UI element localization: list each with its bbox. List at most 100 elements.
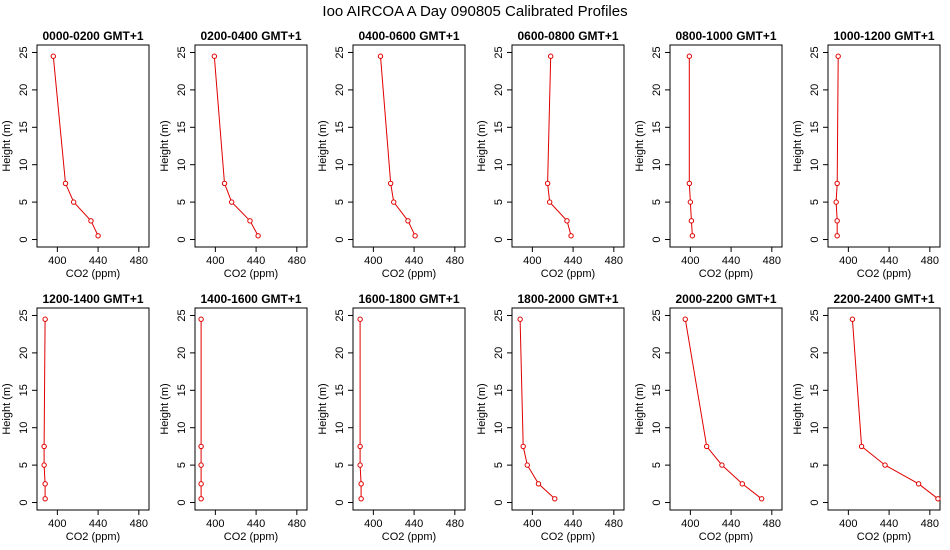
x-tick-label: 440 (564, 518, 582, 530)
data-point (535, 481, 542, 487)
data-point (517, 316, 523, 322)
x-tick-label: 400 (206, 255, 224, 267)
x-axis-label: CO2 (ppm) (541, 531, 595, 543)
y-tick-label: 10 (18, 422, 30, 434)
y-tick-label: 10 (809, 422, 821, 434)
y-tick-label: 0 (18, 236, 30, 242)
data-point (520, 443, 526, 450)
y-axis-label: Height (m) (1, 383, 13, 434)
y-tick-label: 25 (493, 46, 505, 58)
data-point (198, 462, 204, 468)
data-point (739, 481, 745, 487)
profile-line (359, 319, 362, 499)
y-tick-label: 25 (651, 309, 663, 321)
data-point (198, 496, 204, 502)
y-tick-label: 20 (176, 347, 188, 359)
data-point (546, 199, 553, 205)
x-tick-label: 440 (880, 518, 898, 530)
plot-frame (827, 44, 941, 248)
plot-frame (36, 307, 150, 511)
profile-panel: 0800-1000 GMT+1 400 440 480 0 5 10 15 20 25 CO2 (p… (634, 29, 783, 280)
plot-frame (669, 44, 783, 248)
x-tick-label: 480 (605, 255, 623, 267)
x-axis-label: CO2 (ppm) (857, 268, 911, 280)
x-tick-label: 480 (446, 518, 464, 530)
y-tick-label: 25 (176, 309, 188, 321)
y-tick-label: 20 (493, 84, 505, 96)
x-tick-label: 440 (405, 255, 423, 267)
data-point (935, 496, 941, 502)
plot-frame (194, 44, 308, 248)
y-tick-label: 0 (18, 499, 30, 505)
profile-panel: 0200-0400 GMT+1 400 440 480 0 5 10 15 20 25 CO2 (p… (159, 29, 308, 280)
y-tick-label: 15 (493, 384, 505, 396)
profile-panel: 1000-1200 GMT+1 400 440 480 0 5 10 15 20 25 CO2 (p… (792, 29, 941, 280)
y-tick-label: 10 (334, 159, 346, 171)
data-point (568, 233, 574, 239)
y-tick-label: 5 (493, 199, 505, 205)
x-axis-label: CO2 (ppm) (382, 268, 436, 280)
y-tick-label: 0 (334, 236, 346, 242)
data-point (564, 218, 570, 224)
data-point (833, 199, 839, 205)
profile-line (519, 319, 556, 500)
y-tick-label: 0 (176, 236, 188, 242)
profile-panel: 0000-0200 GMT+1 400 440 480 0 5 10 15 20 25 CO2 (p… (1, 29, 150, 280)
data-point (50, 53, 56, 59)
y-axis-label: Height (m) (159, 383, 171, 434)
data-point (689, 233, 696, 239)
profile-panel: 1400-1600 GMT+1 400 440 480 0 5 10 15 20 25 CO2 (p… (159, 292, 308, 543)
x-axis-label: CO2 (ppm) (224, 531, 278, 543)
plot-frame (352, 44, 466, 248)
x-axis-label: CO2 (ppm) (699, 268, 753, 280)
y-tick-label: 0 (334, 499, 346, 505)
y-tick-label: 25 (809, 46, 821, 58)
data-point (211, 53, 218, 59)
x-tick-label: 440 (89, 255, 107, 267)
y-tick-label: 15 (809, 384, 821, 396)
x-axis-label: CO2 (ppm) (699, 531, 753, 543)
figure-title: Ioo AIRCOA A Day 090805 Calibrated Profi… (322, 3, 627, 20)
profile-line (213, 56, 259, 237)
x-tick-label: 480 (763, 518, 781, 530)
x-tick-label: 400 (206, 518, 224, 530)
y-tick-label: 10 (809, 159, 821, 171)
y-tick-label: 15 (493, 121, 505, 133)
y-tick-label: 10 (176, 422, 188, 434)
x-tick-label: 480 (763, 255, 781, 267)
y-tick-label: 20 (809, 84, 821, 96)
y-tick-label: 5 (809, 199, 821, 205)
y-tick-label: 20 (809, 347, 821, 359)
data-point (835, 53, 841, 59)
y-tick-label: 25 (334, 309, 346, 321)
y-tick-label: 5 (334, 199, 346, 205)
data-point (228, 199, 235, 205)
y-tick-label: 0 (176, 499, 188, 505)
y-tick-label: 10 (493, 422, 505, 434)
y-tick-label: 10 (651, 422, 663, 434)
data-point (377, 53, 384, 59)
y-tick-label: 15 (651, 384, 663, 396)
panel-title: 0200-0400 GMT+1 (200, 29, 301, 43)
data-point (70, 199, 77, 205)
profile-panel: 2000-2200 GMT+1 400 440 480 0 5 10 15 20 25 CO2 (p… (634, 292, 783, 543)
data-point (41, 443, 47, 450)
x-axis-label: CO2 (ppm) (541, 268, 595, 280)
x-tick-label: 480 (130, 255, 148, 267)
y-tick-label: 25 (18, 46, 30, 58)
y-tick-label: 5 (651, 199, 663, 205)
profile-line (851, 319, 939, 500)
data-point (198, 443, 204, 450)
data-point (357, 316, 363, 322)
x-tick-label: 440 (880, 255, 898, 267)
y-tick-label: 10 (334, 422, 346, 434)
data-point (198, 316, 204, 322)
data-point (42, 481, 48, 487)
y-tick-label: 15 (176, 121, 188, 133)
plot-frame (669, 307, 783, 511)
data-point (255, 233, 261, 239)
x-tick-label: 480 (921, 518, 939, 530)
y-axis-label: Height (m) (476, 383, 488, 434)
data-point (686, 53, 693, 59)
data-point (688, 218, 695, 224)
